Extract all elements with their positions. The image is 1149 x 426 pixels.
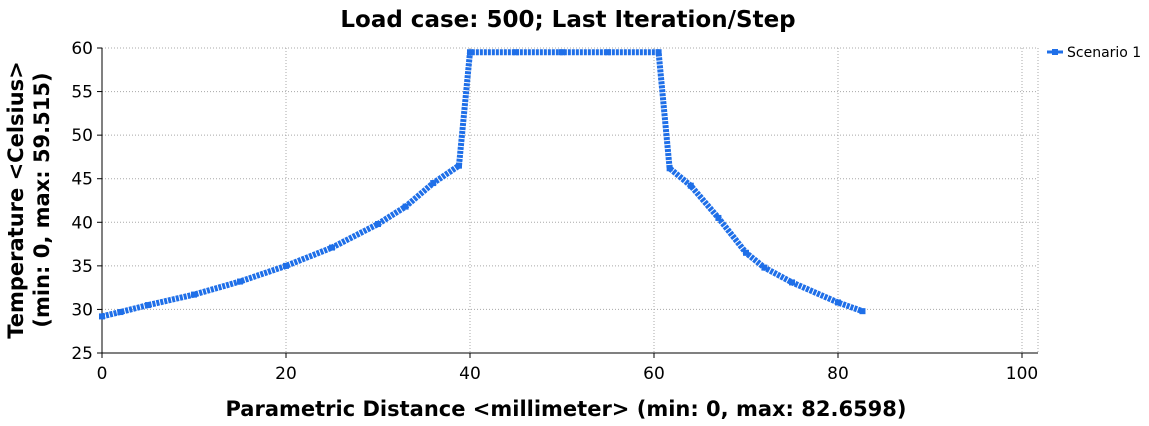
x-tick-label: 80 [827,364,849,384]
plot-background [102,48,1038,353]
x-axis-label: Parametric Distance <millimeter> (min: 0… [225,397,906,421]
data-point [283,262,289,269]
data-point [859,308,866,315]
legend-swatch-marker [1052,49,1058,55]
y-axis-label: Temperature <Celsius> [4,61,28,339]
y-tick-label: 45 [71,170,93,190]
data-point [430,180,437,187]
data-point [375,221,381,228]
data-point [835,299,841,306]
y-tick-label: 50 [71,126,93,146]
x-tick-label: 60 [643,364,665,384]
data-point [191,291,197,298]
y-tick-label: 55 [71,83,93,103]
y-tick-label: 60 [71,39,93,59]
x-tick-label: 40 [459,364,481,384]
x-tick-label: 20 [275,364,297,384]
data-point [117,309,124,316]
x-tick-label: 0 [97,364,108,384]
data-point [455,162,462,169]
data-point [666,165,673,172]
data-point [402,203,409,210]
y-tick-label: 30 [71,300,93,320]
data-point [467,49,473,56]
data-point [715,214,722,221]
legend: Scenario 1 [1047,45,1141,61]
y-tick-label: 40 [71,213,93,233]
x-tick-label: 100 [1006,364,1038,384]
data-point [761,264,768,271]
data-point [743,249,749,256]
data-point [559,49,565,56]
data-point [329,244,335,251]
y-axis-label-range: (min: 0, max: 59.515) [30,72,54,327]
data-point [687,182,694,189]
data-point [513,49,519,56]
data-point [145,302,151,309]
plot-area: 0 20 40 60 80 100 25 30 35 40 45 50 55 60 [71,39,1039,384]
data-point [655,49,662,56]
legend-item-scenario-1: Scenario 1 [1067,45,1141,61]
data-point [99,313,105,320]
chart-title: Load case: 500; Last Iteration/Step [340,7,795,33]
data-point [237,278,243,285]
y-tick-label: 35 [71,257,93,277]
data-point [789,279,795,286]
series-line-scenario-1 [101,49,864,320]
y-tick-label: 25 [71,344,93,364]
data-point [605,49,611,56]
